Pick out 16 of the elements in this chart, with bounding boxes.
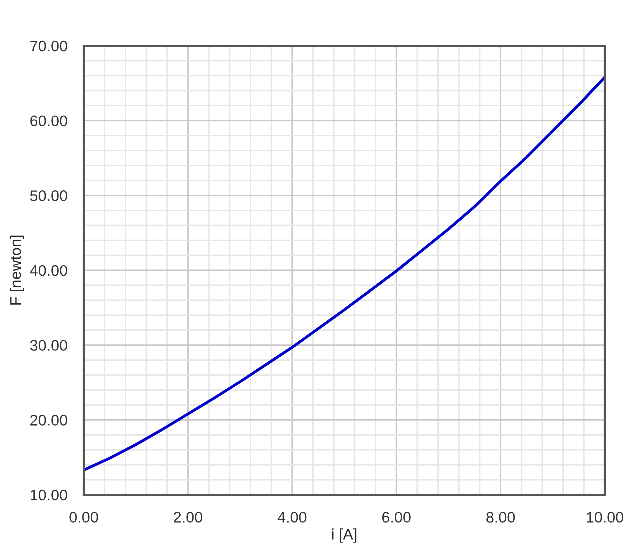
x-tick-label: 0.00 bbox=[70, 512, 98, 523]
y-tick-label: 70.00 bbox=[30, 40, 68, 52]
x-tick-label: 6.00 bbox=[382, 512, 411, 523]
x-tick-label: 8.00 bbox=[486, 512, 516, 523]
y-tick-label: 30.00 bbox=[30, 340, 68, 352]
y-axis-title: F [newton] bbox=[10, 236, 24, 305]
x-tick-label: 2.00 bbox=[174, 512, 202, 523]
y-tick-label: 60.00 bbox=[30, 116, 68, 127]
y-tick-label: 10.00 bbox=[30, 490, 68, 501]
x-tick-label: 4.00 bbox=[278, 512, 307, 523]
line-series bbox=[84, 76, 605, 472]
x-axis-title: i [A] bbox=[332, 528, 357, 543]
x-tick-label: 10.00 bbox=[587, 512, 624, 523]
y-tick-label: 40.00 bbox=[30, 265, 68, 276]
y-tick-label: 20.00 bbox=[30, 415, 68, 426]
y-tick-label: 50.00 bbox=[30, 190, 68, 202]
